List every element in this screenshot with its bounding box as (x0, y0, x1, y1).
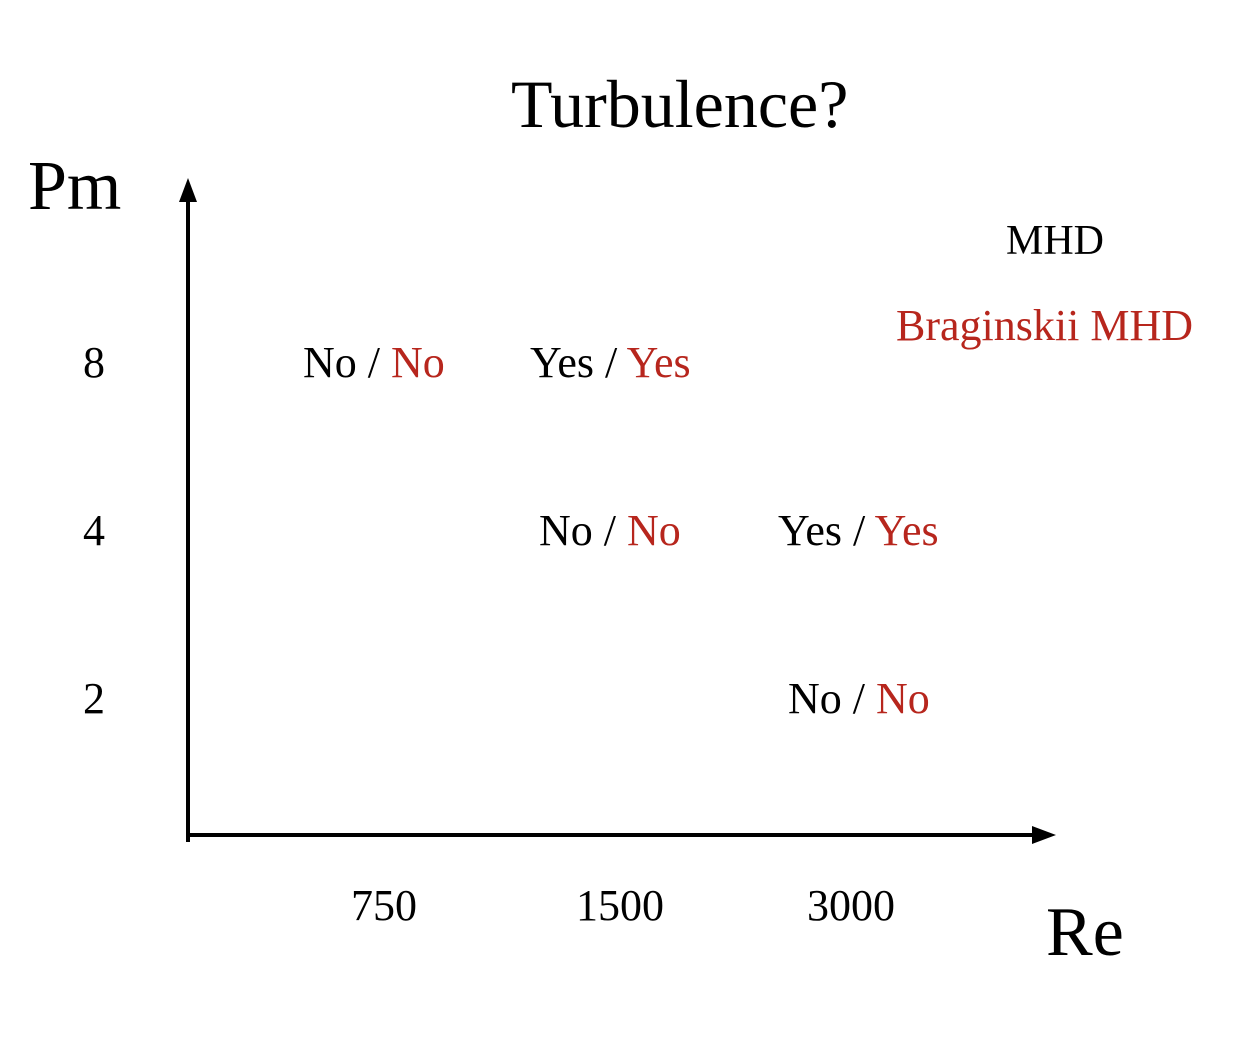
separator: / (356, 338, 392, 387)
braginskii-result: Yes (874, 506, 939, 555)
braginskii-result: No (627, 506, 681, 555)
x-tick-label: 3000 (807, 881, 895, 930)
result-cell: Yes / Yes (530, 341, 691, 385)
y-tick-label: 2 (83, 674, 105, 723)
result-cell: Yes / Yes (778, 509, 939, 553)
mhd-result: No (788, 674, 842, 723)
result-cell: No / No (303, 341, 445, 385)
result-cell: No / No (539, 509, 681, 553)
x-axis-arrowhead (1032, 826, 1056, 844)
legend-braginskii-mhd: Braginskii MHD (896, 301, 1193, 350)
mhd-result: No (539, 506, 593, 555)
result-cell: No / No (788, 677, 930, 721)
legend-mhd: MHD (1006, 218, 1105, 264)
separator: / (842, 506, 875, 555)
x-tick-label: 1500 (576, 881, 664, 930)
y-axis-arrowhead (179, 178, 197, 202)
braginskii-result: No (391, 338, 445, 387)
x-tick-label: 750 (351, 881, 417, 930)
braginskii-result: No (876, 674, 930, 723)
x-axis-label: Re (1046, 894, 1124, 971)
y-axis-label: Pm (28, 148, 122, 225)
separator: / (841, 674, 877, 723)
mhd-result: Yes (530, 338, 595, 387)
mhd-result: Yes (778, 506, 843, 555)
diagram-title: Turbulence? (511, 66, 849, 142)
y-tick-label: 4 (83, 506, 105, 555)
braginskii-result: Yes (626, 338, 691, 387)
y-tick-label: 8 (83, 338, 105, 387)
separator: / (592, 506, 628, 555)
mhd-result: No (303, 338, 357, 387)
separator: / (594, 338, 627, 387)
